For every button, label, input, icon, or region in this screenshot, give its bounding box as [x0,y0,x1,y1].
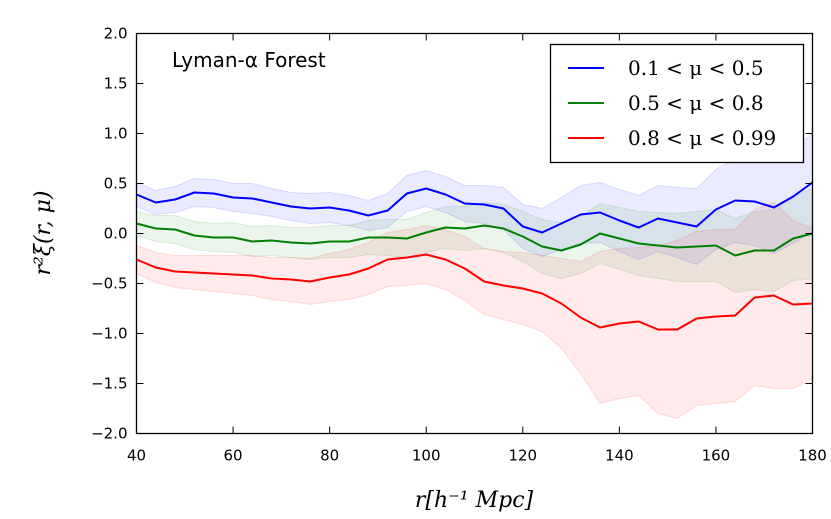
legend: 0.1 < μ < 0.5 0.5 < μ < 0.8 0.8 < μ < 0.99 [549,43,805,164]
y-tick-label: −2.0 [91,425,127,443]
x-tick-label: 100 [412,447,441,465]
series-1-line [136,181,814,234]
chart-annotation: Lyman-α Forest [172,48,326,72]
y-tick-label: 0.5 [104,175,128,193]
series-3-line [136,253,813,331]
x-tick-label: 180 [798,447,827,465]
x-tick-label: 160 [702,447,731,465]
series-2-line [136,222,813,257]
y-axis: 2.0 1.5 1.0 0.5 0.0 −0.5 −1.0 −1.5 −2.0 [91,25,813,443]
legend-items: 0.1 < μ < 0.5 0.5 < μ < 0.8 0.8 < μ < 0.99 [568,56,776,150]
x-tick-label: 120 [508,447,537,465]
y-tick-label: 1.0 [104,125,128,143]
series-lines [136,181,814,331]
legend-label-2: 0.5 < μ < 0.8 [628,91,764,115]
y-tick-label: −1.0 [91,325,127,343]
x-tick-label: 140 [605,447,634,465]
legend-label-1: 0.1 < μ < 0.5 [628,56,764,80]
x-tick-label: 80 [320,447,339,465]
error-bands [136,132,813,420]
y-tick-label: −1.5 [91,375,127,393]
x-tick-label: 40 [127,447,146,465]
y-tick-label: 2.0 [104,25,128,43]
y-axis-label: r²ξ(r, μ) [31,190,56,275]
y-tick-label: 1.5 [104,75,128,93]
x-axis: 40 60 80 100 120 140 160 180 [127,33,827,465]
legend-label-3: 0.8 < μ < 0.99 [628,126,776,150]
x-axis-label: r[h⁻¹ Mpc] [415,488,534,513]
y-tick-label: 0.0 [104,225,128,243]
y-tick-label: −0.5 [91,275,127,293]
x-tick-label: 60 [224,447,243,465]
